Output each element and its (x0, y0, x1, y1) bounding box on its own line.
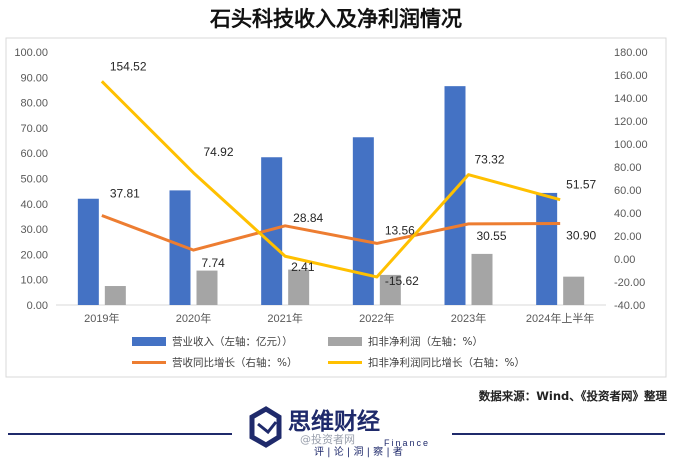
right-tick-label: -40.00 (614, 300, 645, 312)
left-tick-label: 100.00 (14, 47, 48, 59)
data-label: 28.84 (293, 211, 323, 225)
right-tick-label: -20.00 (614, 277, 645, 289)
chart-title: 石头科技收入及净利润情况 (209, 7, 462, 31)
left-tick-label: 50.00 (20, 174, 48, 186)
data-label: 73.32 (475, 153, 505, 167)
legend-label: 扣非净利润同比增长（右轴：%） (368, 356, 525, 369)
bar-revenue (536, 192, 558, 305)
bar-revenue (352, 137, 374, 305)
right-tick-label: 180.00 (614, 47, 648, 59)
x-tick-label: 2019年 (84, 311, 119, 325)
left-tick-label: 10.00 (20, 275, 48, 287)
brand-footer: 思维财经 Finance 评 | 论 | 洞 | 察 | 者 @投资者网 (8, 406, 665, 458)
right-tick-label: 20.00 (614, 231, 642, 243)
right-tick-label: 160.00 (614, 70, 648, 82)
x-tick-label: 2021年 (267, 311, 302, 325)
brand-name: 思维财经 (288, 408, 380, 435)
data-label: 74.92 (204, 145, 234, 159)
plot-frame (5, 37, 667, 378)
left-tick-label: 60.00 (20, 148, 48, 160)
bar-net-profit (379, 274, 401, 305)
data-label: 13.56 (385, 223, 415, 237)
data-label: 154.52 (110, 59, 147, 73)
left-tick-label: 90.00 (20, 72, 48, 84)
left-tick-label: 70.00 (20, 123, 48, 135)
bar-net-profit (104, 286, 126, 305)
data-labels: 37.81 7.74 28.84 13.56 30.55 30.90 154.52 74.92… (110, 59, 597, 288)
brand-english: Finance (384, 438, 430, 448)
bar-net-profit (196, 270, 218, 305)
line-series (100, 80, 561, 279)
x-tick-label: 2020年 (176, 311, 211, 325)
watermark: @投资者网 (300, 432, 355, 446)
right-tick-label: 0.00 (614, 254, 635, 266)
left-tick-label: 80.00 (20, 98, 48, 110)
brand-logo-icon (249, 406, 282, 448)
legend-swatch (328, 337, 362, 346)
left-tick-label: 40.00 (20, 199, 48, 211)
left-tick-label: 20.00 (20, 249, 48, 261)
data-label: 30.90 (566, 228, 596, 242)
bar-revenue (261, 157, 283, 305)
right-tick-label: 100.00 (614, 139, 648, 151)
data-label: 30.55 (477, 229, 507, 243)
bar-net-profit (563, 276, 585, 305)
source-note: 数据来源：Wind、《投资者网》整理 (479, 389, 668, 403)
legend-label: 营业收入（左轴：亿元）） (172, 335, 293, 348)
line-revenue-growth (101, 214, 561, 252)
bar-revenue (77, 198, 99, 305)
data-label: 51.57 (566, 178, 596, 192)
bar-series (77, 86, 585, 305)
left-tick-label: 0.00 (27, 300, 48, 312)
x-tick-label: 2023年 (451, 311, 486, 325)
data-label: -15.62 (385, 274, 419, 288)
x-tick-label: 2024年上半年 (526, 311, 594, 325)
line-net-profit-growth (100, 80, 561, 279)
x-axis-ticks: 2019年 2020年 2021年 2022年 2023年 2024年上半年 (84, 311, 594, 325)
x-tick-label: 2022年 (359, 311, 394, 325)
data-label: 2.41 (291, 260, 315, 274)
right-tick-label: 40.00 (614, 208, 642, 220)
bar-net-profit (288, 269, 310, 305)
legend-swatch (132, 337, 166, 346)
legend: 营业收入（左轴：亿元）） 扣非净利润（左轴：%） 营收同比增长（右轴：%） 扣非净利润… (132, 335, 525, 369)
right-tick-label: 80.00 (614, 162, 642, 174)
data-label: 37.81 (110, 187, 140, 201)
chart-border (5, 37, 667, 378)
bar-revenue (169, 190, 191, 305)
left-tick-label: 30.00 (20, 224, 48, 236)
bar-net-profit (471, 253, 493, 305)
right-tick-label: 60.00 (614, 185, 642, 197)
right-axis-ticks: -40.00 -20.00 0.00 20.00 40.00 60.00 80.00 100.… (614, 47, 648, 312)
brand-slogan: 评 | 论 | 洞 | 察 | 者 (314, 445, 403, 458)
legend-label: 营收同比增长（右轴：%） (172, 356, 297, 369)
right-tick-label: 140.00 (614, 93, 648, 105)
data-label: 7.74 (202, 256, 226, 270)
legend-label: 扣非净利润（左轴：%） (368, 335, 483, 348)
right-tick-label: 120.00 (614, 116, 648, 128)
left-axis-ticks: 0.00 10.00 20.00 30.00 40.00 50.00 60.00 70.00 8… (14, 47, 48, 312)
bar-revenue (444, 86, 466, 305)
